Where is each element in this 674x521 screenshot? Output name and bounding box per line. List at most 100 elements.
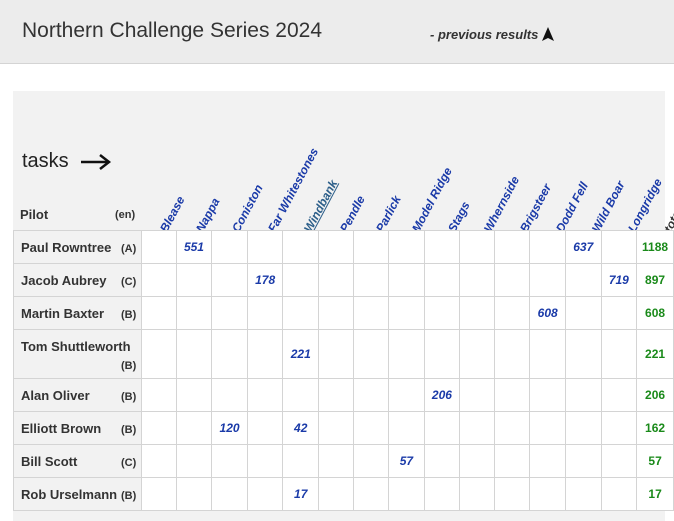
task-score-cell (459, 263, 496, 297)
task-score-cell (494, 411, 531, 445)
pilot-header: Pilot (20, 207, 49, 222)
task-score-cell: 637 (564, 230, 602, 264)
pilot-cell: Martin Baxter (B) (13, 296, 142, 330)
pilot-cell: Jacob Aubrey (C) (13, 263, 142, 297)
task-score-cell: 178 (246, 263, 284, 297)
pilot-name: Paul Rowntree (21, 240, 112, 255)
task-score-cell (318, 230, 355, 264)
task-score-cell (529, 444, 566, 478)
task-score-cell (318, 329, 355, 379)
total-score-cell: 897 (636, 263, 674, 297)
task-score-cell (459, 329, 496, 379)
task-score-cell (529, 230, 566, 264)
task-score-cell (494, 378, 531, 412)
pilot-class: (C) (121, 457, 137, 469)
arrow-right-icon (81, 154, 112, 170)
task-score-cell (282, 263, 320, 297)
task-score-cell (175, 263, 213, 297)
task-score-cell (140, 477, 177, 511)
task-score-cell (246, 411, 284, 445)
task-score-cell: 608 (529, 296, 566, 330)
task-score-cell (459, 230, 496, 264)
task-score-cell (564, 296, 602, 330)
task-score-cell (600, 477, 638, 511)
task-score-cell (388, 263, 425, 297)
task-score-cell (318, 296, 355, 330)
task-score-cell (600, 444, 638, 478)
task-score-cell (175, 296, 213, 330)
task-score-cell (564, 329, 602, 379)
task-score-cell (459, 444, 496, 478)
task-score-cell (494, 296, 531, 330)
task-score-cell (600, 411, 638, 445)
pilot-row: Alan Oliver (B) 206 206 (13, 378, 674, 412)
task-score-cell: 42 (282, 411, 320, 445)
task-score-cell (318, 263, 355, 297)
pilot-row: Rob Urselmann (B) 17 17 (13, 477, 674, 511)
task-score-cell (494, 230, 531, 264)
task-score-cell (175, 477, 213, 511)
pilot-row: Martin Baxter (B) 608 608 (13, 296, 674, 330)
total-score-cell: 17 (636, 477, 674, 511)
task-score-cell (211, 296, 248, 330)
task-score-cell (318, 477, 355, 511)
pilot-row: Tom Shuttleworth (B) 221 221 (13, 329, 674, 379)
task-score-cell (459, 411, 496, 445)
task-score-cell (140, 411, 177, 445)
task-score-cell (388, 477, 425, 511)
task-score-cell (529, 263, 566, 297)
task-score-cell (459, 477, 496, 511)
task-score-cell (353, 444, 390, 478)
task-score-cell (529, 411, 566, 445)
pilot-class: (A) (121, 243, 137, 255)
task-score-cell (318, 444, 355, 478)
task-score-cell (175, 411, 213, 445)
total-score-cell: 608 (636, 296, 674, 330)
task-score-cell (459, 296, 496, 330)
task-score-cell (600, 296, 638, 330)
task-score-cell (211, 230, 248, 264)
task-score-cell (140, 296, 177, 330)
pilot-cell: Alan Oliver (B) (13, 378, 142, 412)
page-title: Northern Challenge Series 2024 (22, 19, 323, 42)
task-score-cell (388, 230, 425, 264)
task-score-cell (211, 444, 248, 478)
task-score-cell (282, 378, 320, 412)
task-score-cell (353, 296, 390, 330)
task-score-cell (318, 411, 355, 445)
task-score-cell (529, 329, 566, 379)
task-score-cell (353, 230, 390, 264)
pilot-name: Rob Urselmann (21, 487, 118, 502)
pilot-cell: Rob Urselmann (B) (13, 477, 142, 511)
task-score-cell (175, 378, 213, 412)
task-score-cell (246, 444, 284, 478)
pilot-cell: Elliott Brown (B) (13, 411, 142, 445)
task-score-cell (564, 411, 602, 445)
task-score-cell: 120 (211, 411, 248, 445)
task-score-cell (459, 378, 496, 412)
task-score-cell (423, 230, 461, 264)
previous-results-link[interactable]: - previous results (430, 27, 539, 42)
pilot-name: Elliott Brown (21, 421, 102, 436)
pilot-class: (B) (121, 309, 137, 321)
page-header: Northern Challenge Series 2024 - previou… (0, 0, 674, 64)
task-score-cell (246, 296, 284, 330)
task-score-cell (353, 477, 390, 511)
arrow-up-icon[interactable] (541, 25, 555, 43)
task-score-cell (564, 263, 602, 297)
task-score-cell (388, 329, 425, 379)
task-score-cell (423, 263, 461, 297)
pilot-name: Tom Shuttleworth (21, 339, 131, 354)
pilot-class: (B) (121, 424, 137, 436)
task-score-cell (282, 296, 320, 330)
task-score-cell (140, 444, 177, 478)
task-score-cell (423, 296, 461, 330)
pilot-row: Elliott Brown (B) 120 42 162 (13, 411, 674, 445)
pilot-class: (B) (121, 391, 137, 403)
task-score-cell (246, 378, 284, 412)
task-score-cell (494, 329, 531, 379)
task-score-cell (564, 378, 602, 412)
task-score-cell (600, 230, 638, 264)
task-score-cell (564, 477, 602, 511)
task-score-cell (564, 444, 602, 478)
